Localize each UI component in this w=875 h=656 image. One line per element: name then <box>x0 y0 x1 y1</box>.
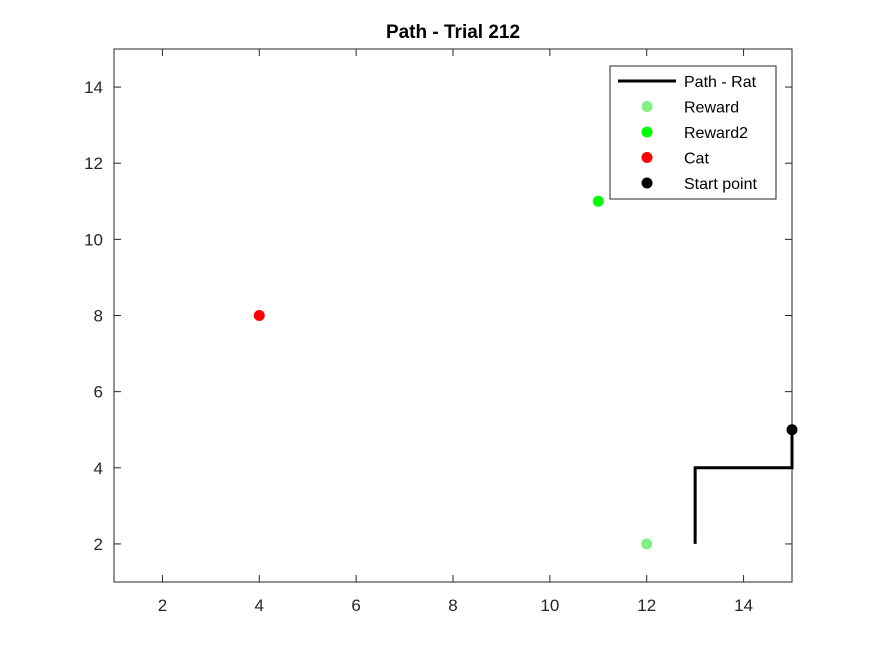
legend-swatch-reward <box>641 101 653 112</box>
y-tick-label: 10 <box>84 230 103 249</box>
reward-point <box>641 538 653 550</box>
chart-title: Path - Trial 212 <box>386 22 520 43</box>
y-tick-label: 8 <box>94 307 103 326</box>
cat-point <box>253 310 265 321</box>
reward2-point <box>592 195 604 207</box>
legend-label-cat: Cat <box>684 151 709 168</box>
x-tick-label: 6 <box>351 596 360 615</box>
x-tick-label: 10 <box>540 596 559 615</box>
start-point-point <box>786 424 798 436</box>
legend-swatch-cat <box>641 152 653 163</box>
legend-swatch-reward2 <box>641 126 653 138</box>
x-tick-label: 14 <box>734 596 753 615</box>
legend-label-start-point: Start point <box>684 176 757 193</box>
y-tick-label: 12 <box>84 154 103 173</box>
x-tick-label: 12 <box>637 596 656 615</box>
x-tick-label: 4 <box>255 596 264 615</box>
rat-path-line <box>693 429 794 544</box>
x-tick-label: 2 <box>158 596 167 615</box>
legend-swatch-start-point <box>641 177 653 189</box>
axis-ticks: 2 4 6 8 10 12 14 2 4 6 8 10 12 14 <box>84 49 792 615</box>
data-marks <box>253 195 798 550</box>
legend-label-path-rat: Path - Rat <box>684 74 757 91</box>
x-tick-label: 8 <box>448 596 457 615</box>
y-tick-label: 4 <box>94 459 103 478</box>
y-tick-label: 14 <box>84 78 103 97</box>
y-tick-label: 6 <box>94 383 103 402</box>
legend: Path - Rat Reward Reward2 Cat Start point <box>609 65 777 200</box>
y-tick-label: 2 <box>94 535 103 554</box>
legend-label-reward: Reward <box>684 100 739 117</box>
legend-box <box>609 65 777 200</box>
legend-label-reward2: Reward2 <box>684 125 748 142</box>
